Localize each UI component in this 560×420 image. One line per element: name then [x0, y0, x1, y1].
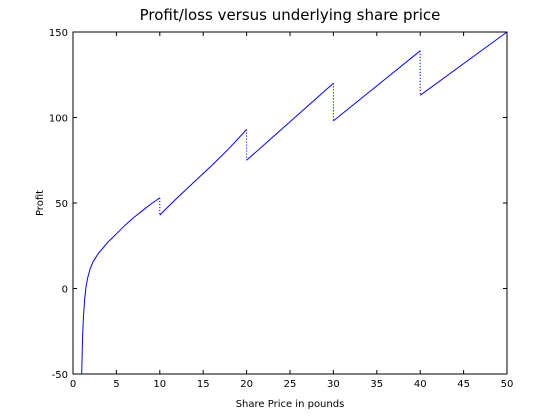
chart-title: Profit/loss versus underlying share pric…	[140, 6, 441, 24]
x-tick-label: 50	[501, 379, 514, 390]
x-tick-label: 5	[113, 379, 119, 390]
series-segment	[419, 31, 508, 96]
x-tick-label: 10	[153, 379, 166, 390]
plot-frame	[72, 31, 508, 375]
y-axis-label: Profit	[35, 190, 46, 216]
x-tick-label: 40	[414, 379, 427, 390]
x-tick-label: 20	[240, 379, 253, 390]
series-segment	[81, 197, 161, 375]
y-tick-label: 0	[62, 285, 68, 296]
series-layer	[81, 31, 508, 375]
y-tick-label: -50	[52, 370, 68, 381]
x-axis-label: Share Price in pounds	[236, 399, 345, 410]
x-tick-label: 15	[197, 379, 210, 390]
x-tick-label: 25	[284, 379, 297, 390]
x-tick-label: 30	[327, 379, 340, 390]
y-tick-label: 100	[49, 114, 68, 125]
x-tick-label: 45	[457, 379, 470, 390]
x-tick-label: 0	[70, 379, 76, 390]
x-tick-label: 35	[370, 379, 383, 390]
y-tick-label: 50	[55, 199, 68, 210]
series-segment	[333, 50, 421, 122]
series-segment	[159, 129, 247, 216]
series-segment	[246, 82, 334, 161]
y-tick-label: 150	[49, 28, 68, 39]
